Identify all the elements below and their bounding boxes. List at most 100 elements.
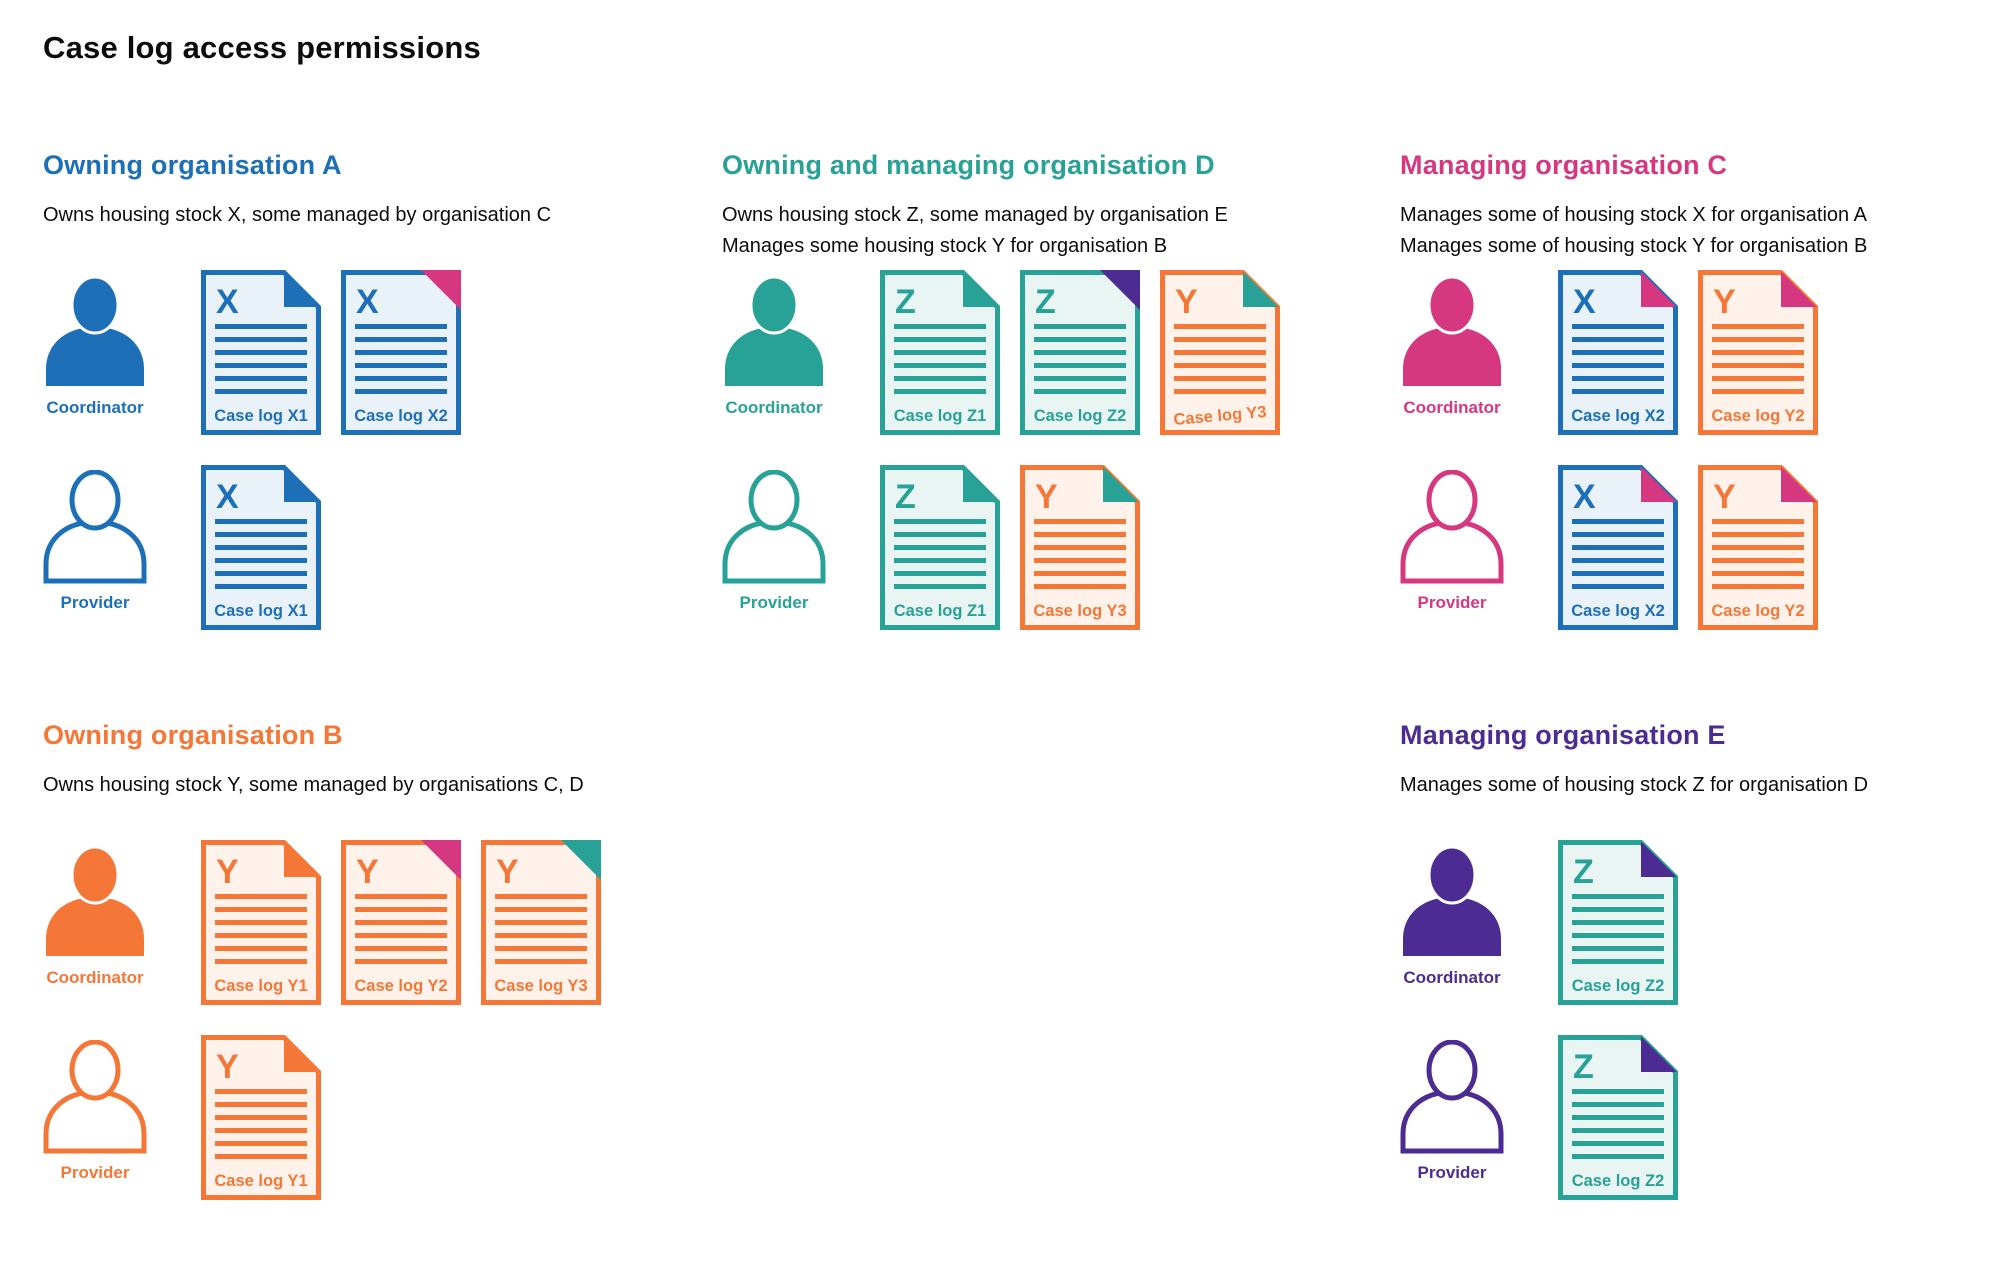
doc-case-log-x2: X Case log X2 [1558, 270, 1678, 435]
doc-case-log-y1: Y Case log Y1 [201, 840, 321, 1005]
page-title: Case log access permissions [43, 30, 481, 65]
section-description: Owns housing stock Y, some managed by or… [43, 770, 584, 801]
description-line: Owns housing stock Y, some managed by or… [43, 774, 584, 796]
doc-label: Case log X1 [214, 602, 308, 620]
doc-case-log-y2: Y Case log Y2 [1698, 465, 1818, 630]
provider-label: Provider [1417, 593, 1487, 612]
doc-label: Case log Z1 [894, 407, 987, 425]
doc-label: Case log Y2 [1711, 407, 1804, 425]
section-heading: Owning organisation B [43, 720, 343, 750]
doc-stock-letter: Z [1573, 1048, 1594, 1086]
fold-flap-icon [1781, 271, 1817, 307]
doc-stock-letter: X [216, 478, 239, 516]
doc-case-log-y1: Y Case log Y1 [201, 1035, 321, 1200]
doc-label: Case log Y3 [1033, 602, 1126, 620]
doc-label: Case log Z2 [1034, 407, 1127, 425]
provider-icon [1400, 1039, 1504, 1154]
doc-case-log-y3: Y Case log Y3 [481, 840, 601, 1005]
doc-case-log-y2: Y Case log Y2 [341, 840, 461, 1005]
doc-case-log-x2: X Case log X2 [1558, 465, 1678, 630]
section-heading: Owning organisation A [43, 150, 342, 180]
doc-case-log-z1: Z Case log Z1 [880, 465, 1000, 630]
fold-flap-icon [1641, 271, 1677, 307]
doc-stock-letter: Y [356, 853, 379, 891]
section-description: Owns housing stock Z, some managed by or… [722, 200, 1228, 262]
coordinator-icon [1400, 845, 1504, 959]
doc-stock-letter: X [356, 283, 379, 321]
doc-label: Case log Y2 [354, 977, 447, 995]
doc-label: Case log X1 [214, 407, 308, 425]
fold-flap-icon [963, 466, 999, 502]
description-line: Manages some housing stock Y for organis… [722, 235, 1168, 257]
fold-flap-icon [284, 466, 320, 502]
provider-icon [43, 1039, 147, 1154]
fold-flap-icon [1641, 466, 1677, 502]
fold-flap-icon [963, 271, 999, 307]
doc-case-log-z2: Z Case log Z2 [1558, 840, 1678, 1005]
section-description: Manages some of housing stock Z for orga… [1400, 770, 1868, 801]
provider-icon [1400, 469, 1504, 584]
fold-flap-icon [1243, 271, 1279, 307]
section-heading: Owning and managing organisation D [722, 150, 1215, 180]
fold-flap-icon [1103, 466, 1139, 502]
doc-label: Case log X2 [354, 407, 448, 425]
doc-case-log-z2: Z Case log Z2 [1558, 1035, 1678, 1200]
doc-stock-letter: X [216, 283, 239, 321]
doc-stock-letter: Z [1035, 283, 1056, 321]
provider-icon [43, 469, 147, 584]
description-line: Manages some of housing stock X for orga… [1400, 204, 1867, 226]
coordinator-icon [43, 275, 147, 389]
doc-case-log-z1: Z Case log Z1 [880, 270, 1000, 435]
coordinator-icon [43, 845, 147, 959]
doc-label: Case log Z2 [1572, 1172, 1665, 1190]
provider-label: Provider [739, 593, 809, 612]
fold-corner-icon [1100, 270, 1140, 310]
coordinator-label: Coordinator [725, 398, 823, 417]
doc-label: Case log Y2 [1711, 602, 1804, 620]
doc-case-log-x2: X Case log X2 [341, 270, 461, 435]
fold-flap-icon [1781, 466, 1817, 502]
doc-case-log-x1: X Case log X1 [201, 270, 321, 435]
provider-label: Provider [60, 1163, 130, 1182]
fold-corner-icon [561, 840, 601, 880]
doc-stock-letter: Y [496, 853, 519, 891]
description-line: Manages some of housing stock Y for orga… [1400, 235, 1868, 257]
doc-stock-letter: Y [1713, 478, 1736, 516]
doc-stock-letter: X [1573, 478, 1596, 516]
doc-stock-letter: Y [216, 1048, 239, 1086]
coordinator-icon [722, 275, 826, 389]
doc-stock-letter: Y [1713, 283, 1736, 321]
doc-stock-letter: Y [1175, 283, 1198, 321]
fold-flap-icon [1641, 841, 1677, 877]
section-description: Manages some of housing stock X for orga… [1400, 200, 1867, 262]
doc-label: Case log Y1 [214, 1172, 307, 1190]
description-line: Manages some of housing stock Z for orga… [1400, 774, 1869, 796]
fold-flap-icon [284, 841, 320, 877]
coordinator-label: Coordinator [46, 398, 144, 417]
section-heading: Managing organisation C [1400, 150, 1728, 180]
doc-stock-letter: Z [895, 283, 916, 321]
provider-label: Provider [60, 593, 130, 612]
coordinator-label: Coordinator [1403, 398, 1501, 417]
fold-corner-icon [421, 840, 461, 880]
provider-icon [722, 469, 826, 584]
doc-case-log-x1: X Case log X1 [201, 465, 321, 630]
doc-case-log-y3: Y Case log Y3 [1020, 465, 1140, 630]
doc-label: Case log Z2 [1572, 977, 1665, 995]
doc-stock-letter: X [1573, 283, 1596, 321]
doc-label: Case log Y1 [214, 977, 307, 995]
coordinator-label: Coordinator [46, 968, 144, 987]
fold-flap-icon [1641, 1036, 1677, 1072]
fold-flap-icon [284, 1036, 320, 1072]
doc-stock-letter: Z [1573, 853, 1594, 891]
doc-stock-letter: Y [216, 853, 239, 891]
doc-label: Case log X2 [1571, 407, 1665, 425]
description-line: Owns housing stock X, some managed by or… [43, 204, 552, 226]
description-line: Owns housing stock Z, some managed by or… [722, 204, 1228, 226]
doc-label: Case log Z1 [894, 602, 987, 620]
doc-stock-letter: Z [895, 478, 916, 516]
provider-label: Provider [1417, 1163, 1487, 1182]
coordinator-icon [1400, 275, 1504, 389]
doc-case-log-z2: Z Case log Z2 [1020, 270, 1140, 435]
